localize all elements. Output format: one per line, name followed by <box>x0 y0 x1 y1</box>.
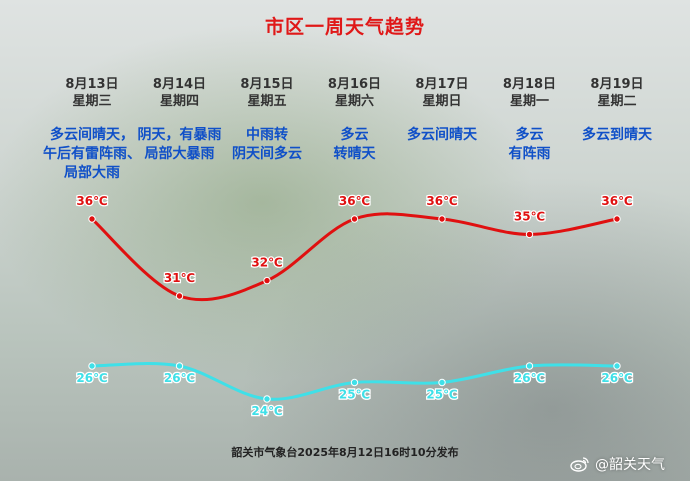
data-label: 24℃ <box>251 404 282 418</box>
data-point <box>613 362 621 370</box>
data-point <box>525 362 534 370</box>
weibo-icon <box>570 457 589 472</box>
weather-description: 阴天，有暴雨 局部大暴雨 <box>125 126 235 164</box>
weather-description: 多云 转晴天 <box>300 126 410 164</box>
weather-description: 多云 有阵雨 <box>475 126 585 164</box>
data-label: 26℃ <box>76 371 107 385</box>
weather-line: 有阵雨 <box>508 146 551 162</box>
chart-title: 市区一周天气趋势 <box>264 16 425 38</box>
weather-line: 多云 <box>515 127 544 143</box>
data-label: 32℃ <box>251 256 282 270</box>
data-label: 25℃ <box>339 388 370 402</box>
weather-description: 多云到晴天 <box>562 126 672 145</box>
weekday-label: 星期日 <box>422 94 462 109</box>
data-point <box>263 395 271 403</box>
date-label: 8月19日 <box>590 77 644 92</box>
series-1: 26℃ 26℃ 24℃ 25℃ 25℃ 26℃ 26℃ <box>75 362 634 419</box>
data-point <box>88 362 96 370</box>
data-point <box>350 378 359 387</box>
data-point <box>613 215 621 223</box>
weekday-label: 星期一 <box>509 94 549 109</box>
date-label: 8月15日 <box>240 77 294 92</box>
date-label: 8月16日 <box>327 77 382 92</box>
day-header: 8月18日星期一 <box>475 76 585 110</box>
data-point <box>438 215 446 223</box>
data-label: 36℃ <box>601 194 632 208</box>
weather-line: 多云间晴天， <box>50 127 134 143</box>
weather-line: 多云 <box>340 127 369 143</box>
data-point <box>175 292 184 300</box>
weather-line: 中雨转 <box>246 127 288 143</box>
weather-line: 阴天，有暴雨 <box>137 127 222 143</box>
data-point <box>88 215 96 223</box>
weather-description: 中雨转 阴天间多云 <box>212 126 322 164</box>
weather-description: 多云间晴天 <box>387 126 497 145</box>
weather-description: 多云间晴天， 午后有雷阵雨、 局部大雨 <box>37 126 147 183</box>
day-header: 8月13日星期三 <box>37 76 147 110</box>
data-point <box>438 378 446 387</box>
data-label: 35℃ <box>514 209 545 223</box>
watermark: @韶关天气 <box>570 454 665 474</box>
date-label: 8月13日 <box>65 77 119 92</box>
weekday-label: 星期三 <box>72 94 112 109</box>
issue-note: 韶关市气象台2025年8月12日16时10分发布 <box>231 446 459 459</box>
weekday-label: 星期五 <box>247 94 287 109</box>
data-label: 25℃ <box>426 388 457 402</box>
data-point <box>263 276 271 285</box>
day-header: 8月15日星期五 <box>212 76 322 110</box>
watermark-text: @韶关天气 <box>595 457 665 473</box>
weekday-label: 星期四 <box>159 94 199 109</box>
day-header: 8月14日星期四 <box>125 76 235 110</box>
data-label: 26℃ <box>164 371 195 385</box>
weather-line: 多云间晴天 <box>407 127 477 143</box>
data-label: 26℃ <box>514 371 545 385</box>
date-label: 8月17日 <box>415 77 469 92</box>
date-label: 8月18日 <box>502 77 557 92</box>
data-label: 36℃ <box>76 194 107 208</box>
weather-line: 局部大雨 <box>64 165 120 181</box>
weather-line: 午后有雷阵雨、 <box>43 146 141 162</box>
series-line <box>91 212 618 302</box>
weather-line: 转晴天 <box>333 146 376 162</box>
data-label: 36℃ <box>426 194 457 208</box>
day-header: 8月17日星期日 <box>387 76 497 110</box>
day-header: 8月19日星期二 <box>562 76 672 110</box>
weekday-label: 星期二 <box>597 94 637 109</box>
date-label: 8月14日 <box>152 77 207 92</box>
data-point <box>175 362 184 370</box>
weekday-label: 星期六 <box>334 94 374 109</box>
weather-line: 多云到晴天 <box>582 127 652 143</box>
data-label: 36℃ <box>339 194 370 208</box>
weather-line: 阴天间多云 <box>232 146 302 162</box>
data-point <box>350 215 359 223</box>
data-label: 26℃ <box>601 371 632 385</box>
day-header: 8月16日星期六 <box>300 76 410 110</box>
weather-line: 局部大暴雨 <box>144 146 215 162</box>
data-label: 31℃ <box>164 271 195 285</box>
data-point <box>525 230 534 239</box>
series-0: 36℃ 31℃ 32℃ 36℃ 36℃ 35℃ 36℃ <box>75 193 634 302</box>
